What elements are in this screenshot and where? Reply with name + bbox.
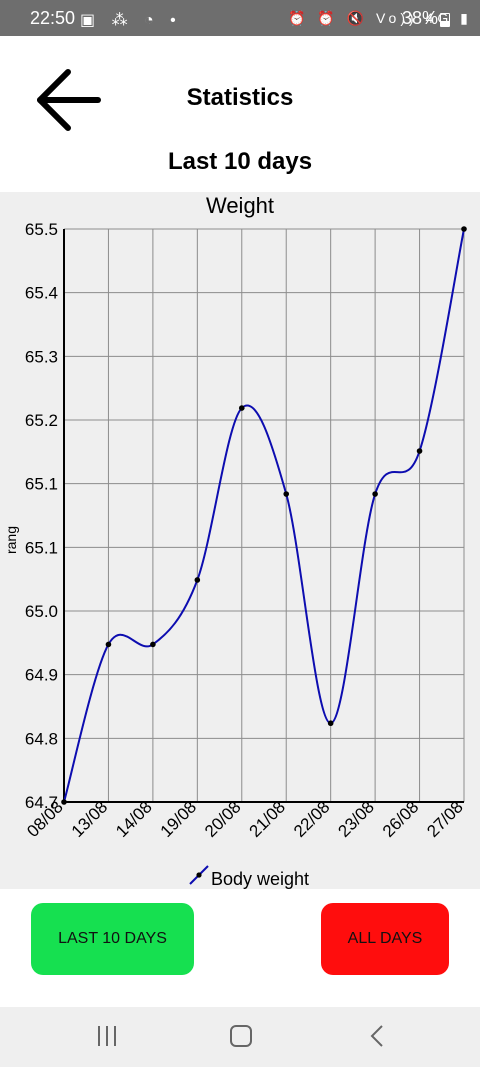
arrow-left-icon — [37, 69, 101, 131]
y-tick-label: 65.4 — [25, 284, 58, 303]
legend-marker-icon — [196, 872, 202, 878]
chart-legend: Body weight — [189, 865, 309, 889]
period-subtitle: Last 10 days — [167, 148, 313, 175]
battery-percent: 38% — [402, 8, 439, 28]
legend-label: Body weight — [211, 869, 309, 889]
data-point — [461, 226, 467, 232]
y-tick-label: 65.0 — [25, 602, 58, 621]
page-title: Statistics — [186, 84, 294, 111]
x-tick-label: 22/08 — [290, 797, 334, 841]
nav-back-icon[interactable] — [368, 1024, 386, 1048]
y-tick-label: 64.9 — [25, 666, 58, 685]
y-tick-label: 64.7 — [25, 793, 58, 812]
status-bar: 22:50 ▣ ⁂ ◔ • ⏰ ⏰ 🔇 Vo)) 4G ▮ 38% — [0, 0, 480, 36]
y-tick-label: 65.5 — [25, 220, 58, 239]
navigation-bar — [0, 1007, 480, 1067]
all-days-button[interactable]: ALL DAYS — [321, 903, 449, 975]
x-tick-label: 26/08 — [379, 797, 423, 841]
data-point — [372, 491, 378, 497]
system-status-icons: ⏰ ⏰ 🔇 Vo)) 4G ▮ — [288, 10, 472, 26]
y-tick-label: 64.8 — [25, 729, 58, 748]
battery-icon — [440, 13, 450, 27]
chart-title: Weight — [206, 193, 274, 218]
axis-ticks: 64.7 64.8 64.9 65.0 65.1 65.1 65.2 65.3 65.4 65.5… — [23, 220, 467, 841]
last-10-days-button[interactable]: LAST 10 DAYS — [31, 903, 194, 975]
chart-series — [61, 226, 467, 805]
recent-apps-icon[interactable] — [96, 1026, 120, 1046]
notification-icons: ▣ ⁂ ◔ • — [80, 12, 182, 29]
x-tick-label: 21/08 — [246, 797, 290, 841]
y-tick-label: 65.2 — [25, 411, 58, 430]
home-icon[interactable] — [230, 1025, 252, 1047]
y-tick-label: 65.3 — [25, 347, 58, 366]
series-line — [63, 228, 465, 803]
data-point — [416, 448, 423, 454]
x-tick-label: 27/08 — [423, 797, 467, 841]
chart-canvas: Weight rang 64.7 64.8 64.9 65.0 65.1 65.1 65.2… — [3, 193, 467, 889]
x-tick-label: 14/08 — [112, 797, 156, 841]
data-point — [150, 641, 156, 648]
data-point — [238, 405, 245, 411]
data-point — [283, 491, 290, 497]
data-point — [194, 577, 201, 583]
back-button[interactable] — [34, 66, 104, 136]
y-tick-label: 65.1 — [25, 538, 58, 557]
x-tick-label: 20/08 — [201, 797, 245, 841]
data-point — [327, 720, 334, 727]
x-tick-label: 13/08 — [68, 797, 112, 841]
data-point — [61, 799, 67, 805]
x-tick-label: 23/08 — [334, 797, 378, 841]
chart-grid — [63, 228, 465, 803]
status-time: 22:50 — [30, 8, 76, 28]
weight-chart: Weight rang 64.7 64.8 64.9 65.0 65.1 65.1 65.2… — [0, 192, 480, 889]
y-tick-label: 65.1 — [25, 475, 58, 494]
x-tick-label: 19/08 — [157, 797, 201, 841]
data-point — [105, 641, 112, 648]
y-axis-label: rang — [3, 526, 19, 554]
